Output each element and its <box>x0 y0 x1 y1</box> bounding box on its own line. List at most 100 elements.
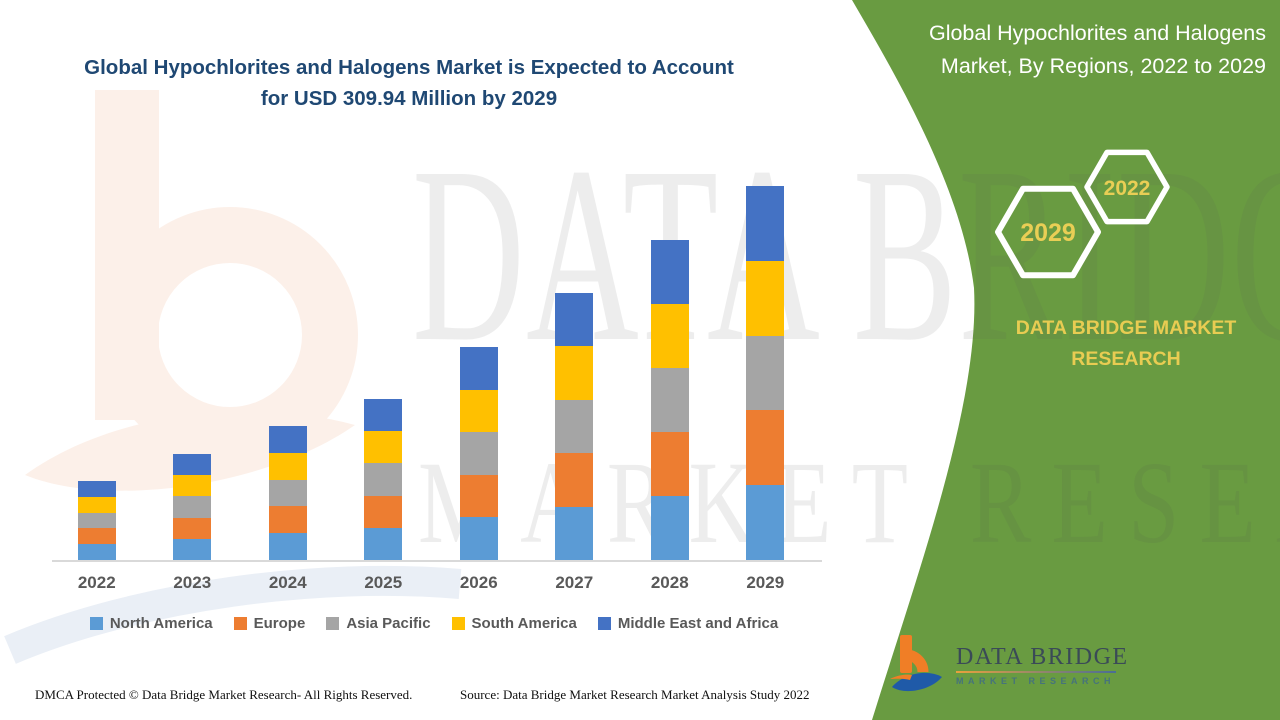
logo-rule <box>956 671 1116 673</box>
bar-slot-2022 <box>49 186 145 560</box>
segment-south-america <box>459 389 498 433</box>
hexagon-2022-label: 2022 <box>1104 177 1151 200</box>
segment-europe <box>364 495 403 528</box>
bar-slot-2027 <box>527 186 623 560</box>
segment-europe <box>555 453 594 507</box>
segment-asia-pacific <box>364 463 403 496</box>
x-axis-line <box>52 560 822 562</box>
legend-label: Asia Pacific <box>346 615 431 632</box>
segment-middle-east-and-africa <box>650 240 689 304</box>
bar-slot-2026 <box>431 186 527 560</box>
segment-asia-pacific <box>77 512 116 529</box>
chart-title: Global Hypochlorites and Halogens Market… <box>84 56 734 110</box>
bar-slot-2024 <box>240 186 336 560</box>
bar-slot-2023 <box>145 186 241 560</box>
segment-middle-east-and-africa <box>77 481 116 497</box>
segment-asia-pacific <box>268 479 307 507</box>
segment-asia-pacific <box>746 335 785 411</box>
plot-area <box>49 186 813 560</box>
brand-text: DATA BRIDGE MARKET RESEARCH <box>1015 317 1237 370</box>
legend-swatch <box>326 617 340 630</box>
segment-south-america <box>364 431 403 464</box>
segment-north-america <box>650 496 689 560</box>
segment-north-america <box>268 533 307 560</box>
x-axis-labels: 2022 2023 2024 2025 2026 2027 2028 2029 <box>49 573 813 593</box>
legend-label: South America <box>471 615 577 632</box>
legend-swatch <box>89 617 103 630</box>
segment-middle-east-and-africa <box>268 426 307 453</box>
segment-south-america <box>746 260 785 336</box>
year-hexagons: 2022 2029 <box>995 149 1170 279</box>
legend-swatch <box>233 617 247 630</box>
segment-asia-pacific <box>555 399 594 453</box>
segment-north-america <box>555 506 594 560</box>
bar-slot-2028 <box>622 186 718 560</box>
segment-europe <box>746 410 785 486</box>
stacked-bar-2022 <box>77 481 116 560</box>
x-tick-2026: 2026 <box>459 573 498 592</box>
legend-label: North America <box>109 615 213 632</box>
segment-middle-east-and-africa <box>173 454 212 476</box>
legend: North America Europe Asia Pacific South Ame… <box>49 615 819 632</box>
segment-europe <box>459 474 498 518</box>
watermark-swoosh <box>4 565 462 664</box>
segment-south-america <box>650 304 689 368</box>
legend-swatch <box>451 617 465 630</box>
legend-label: Europe <box>253 615 306 632</box>
panel-title: Global Hypochlorites and Halogens Market… <box>928 21 1266 78</box>
x-tick-2024: 2024 <box>268 573 307 592</box>
legend-swatch <box>597 617 611 630</box>
x-tick-2028: 2028 <box>650 573 689 592</box>
stacked-bar-2023 <box>173 454 212 560</box>
segment-europe <box>173 517 212 539</box>
watermark-logo-b <box>25 90 358 491</box>
x-tick-2025: 2025 <box>364 573 403 592</box>
databridge-logo: DATA BRIDGE MARKET RESEARCH <box>890 633 1129 697</box>
segment-middle-east-and-africa <box>555 292 594 346</box>
segment-south-america <box>268 452 307 480</box>
segment-asia-pacific <box>173 496 212 518</box>
segment-south-america <box>555 346 594 400</box>
bar-slot-2025 <box>336 186 432 560</box>
x-tick-2023: 2023 <box>173 573 212 592</box>
legend-item-middle-east-and-africa: Middle East and Africa <box>597 615 779 632</box>
footer-source: Source: Data Bridge Market Research Mark… <box>460 687 810 702</box>
segment-south-america <box>77 496 116 513</box>
stacked-bar-2025 <box>364 399 403 560</box>
legend-item-north-america: North America <box>89 615 213 632</box>
hexagon-2029: 2029 <box>995 185 1101 279</box>
segment-asia-pacific <box>650 368 689 432</box>
segment-south-america <box>173 475 212 497</box>
bar-slot-2029 <box>718 186 814 560</box>
stacked-bar-2029 <box>746 186 785 560</box>
legend-label: Middle East and Africa <box>617 615 779 632</box>
segment-north-america <box>77 544 116 560</box>
footer-dmca: DMCA Protected © Data Bridge Market Rese… <box>35 687 413 702</box>
segment-middle-east-and-africa <box>364 399 403 432</box>
logo-sub: MARKET RESEARCH <box>956 676 1116 686</box>
segment-north-america <box>364 527 403 560</box>
segment-europe <box>268 506 307 534</box>
hexagon-2029-label: 2029 <box>1020 219 1076 247</box>
segment-europe <box>650 432 689 496</box>
segment-middle-east-and-africa <box>746 186 785 261</box>
segment-north-america <box>746 485 785 560</box>
segment-north-america <box>173 538 212 560</box>
x-tick-2022: 2022 <box>77 573 116 592</box>
segment-asia-pacific <box>459 432 498 475</box>
legend-item-asia-pacific: Asia Pacific <box>326 615 431 632</box>
legend-item-south-america: South America <box>451 615 577 632</box>
databridge-logo-icon <box>890 635 942 692</box>
hexagon-2022: 2022 <box>1084 149 1170 225</box>
stacked-bar-2026 <box>459 347 498 560</box>
stacked-bar-2027 <box>555 292 594 560</box>
x-tick-2029: 2029 <box>746 573 785 592</box>
stacked-bar-2028 <box>650 240 689 560</box>
legend-item-europe: Europe <box>233 615 306 632</box>
segment-europe <box>77 528 116 545</box>
segment-middle-east-and-africa <box>459 347 498 390</box>
logo-name: DATA BRIDGE <box>956 644 1129 670</box>
stacked-bar-2024 <box>268 426 307 560</box>
